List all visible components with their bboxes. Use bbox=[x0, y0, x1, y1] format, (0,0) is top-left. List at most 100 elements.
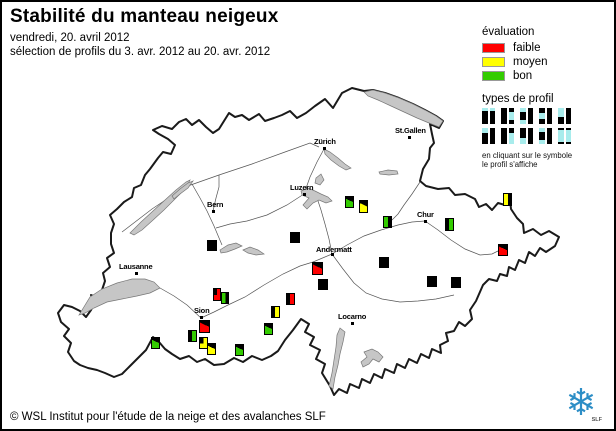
profile-marker-1-none[interactable] bbox=[207, 240, 217, 251]
lake-geneva bbox=[78, 278, 161, 316]
lake-maggiore bbox=[328, 327, 346, 390]
profile-type-2-left-bar bbox=[501, 108, 507, 124]
profile-type-10-left-bar bbox=[558, 128, 564, 144]
canton-borders bbox=[121, 142, 503, 319]
city-dot-chur bbox=[424, 220, 427, 223]
city-dot-bern bbox=[212, 210, 215, 213]
lakes bbox=[78, 89, 444, 390]
city-label-zrich: Zürich bbox=[314, 137, 336, 146]
city-label-bern: Bern bbox=[207, 200, 224, 209]
profile-marker-3-none[interactable] bbox=[318, 279, 328, 290]
slf-logo: ❄ SLF bbox=[558, 381, 604, 427]
national-border bbox=[57, 87, 560, 396]
profile-marker-23-moyen[interactable] bbox=[503, 193, 512, 206]
profile-type-5-right-bar bbox=[565, 108, 571, 124]
profile-type-3-right-bar bbox=[527, 108, 533, 124]
copyright-text: © WSL Institut pour l'étude de la neige … bbox=[10, 411, 326, 423]
evaluation-item-bon: bon bbox=[482, 69, 612, 83]
profile-marker-7-faible[interactable] bbox=[213, 288, 221, 301]
lake-constance bbox=[363, 89, 444, 128]
city-label-andermatt: Andermatt bbox=[316, 245, 352, 254]
profile-type-2-right-bar bbox=[508, 108, 514, 125]
city-label-sion: Sion bbox=[194, 306, 210, 315]
profile-marker-21-bon[interactable] bbox=[383, 216, 392, 228]
profile-types-title: types de profil bbox=[482, 93, 554, 105]
evaluation-label-moyen: moyen bbox=[513, 55, 548, 68]
lake-biel bbox=[171, 180, 194, 200]
profile-type-3-left-bar bbox=[520, 108, 526, 124]
evaluation-swatch-faible bbox=[482, 43, 505, 53]
evaluation-label-faible: faible bbox=[513, 41, 541, 54]
lake-walensee bbox=[378, 169, 399, 176]
profile-marker-2-none[interactable] bbox=[290, 232, 300, 243]
profile-type-7-left-bar bbox=[501, 128, 507, 144]
page-title: Stabilité du manteau neigeux bbox=[10, 6, 279, 27]
legend-note-line1: en cliquant sur le symbole bbox=[482, 151, 573, 160]
city-label-locarno: Locarno bbox=[338, 312, 367, 321]
city-dot-lausanne bbox=[135, 272, 138, 275]
city-label-lausanne: Lausanne bbox=[119, 262, 153, 271]
profile-marker-13-bon[interactable] bbox=[235, 344, 244, 356]
slf-logo-text: SLF bbox=[591, 417, 602, 423]
city-dot-locarno bbox=[351, 322, 354, 325]
profile-marker-18-faible[interactable] bbox=[312, 262, 323, 275]
city-dot-luzern bbox=[303, 193, 306, 196]
profile-type-5-left-bar bbox=[558, 108, 564, 124]
evaluation-swatch-moyen bbox=[482, 57, 505, 67]
profile-marker-20-moyen[interactable] bbox=[359, 200, 368, 213]
profile-marker-19-bon[interactable] bbox=[345, 196, 354, 208]
profile-marker-4-none[interactable] bbox=[379, 257, 389, 268]
lake-brienz bbox=[242, 246, 265, 256]
profile-type-2-icon[interactable] bbox=[501, 108, 514, 125]
profile-type-1-icon[interactable] bbox=[482, 108, 495, 124]
profile-type-8-icon[interactable] bbox=[520, 128, 533, 144]
profile-marker-14-bon[interactable] bbox=[151, 337, 160, 349]
profile-marker-12-moyen[interactable] bbox=[207, 343, 216, 355]
profile-marker-6-none[interactable] bbox=[451, 277, 461, 288]
profile-type-8-left-bar bbox=[520, 128, 526, 144]
profile-type-8-right-bar bbox=[527, 128, 533, 144]
profile-type-6-left-bar bbox=[482, 128, 488, 144]
profile-marker-10-bon[interactable] bbox=[188, 330, 197, 342]
profile-type-1-right-bar bbox=[489, 108, 495, 124]
profile-type-9-icon[interactable] bbox=[539, 128, 552, 145]
profile-type-10-icon[interactable] bbox=[558, 128, 571, 144]
slf-snowflake-icon: ❄ bbox=[565, 382, 597, 423]
city-dot-sion bbox=[200, 316, 203, 319]
city-dot-andermatt bbox=[331, 253, 334, 256]
profile-type-3-icon[interactable] bbox=[520, 108, 533, 124]
profile-marker-24-faible[interactable] bbox=[498, 244, 508, 256]
profile-type-9-right-bar bbox=[546, 128, 552, 144]
profile-type-10-right-bar bbox=[565, 128, 571, 144]
profile-marker-9-faible[interactable] bbox=[199, 320, 210, 333]
profile-marker-22-bon[interactable] bbox=[445, 218, 454, 231]
profile-marker-16-moyen[interactable] bbox=[271, 306, 280, 318]
evaluation-item-faible: faible bbox=[482, 41, 612, 55]
profile-type-4-icon[interactable] bbox=[539, 108, 552, 124]
evaluation-title: évaluation bbox=[482, 26, 535, 38]
profile-marker-8-bon[interactable] bbox=[221, 292, 229, 304]
evaluation-swatch-bon bbox=[482, 71, 505, 81]
profile-marker-15-bon[interactable] bbox=[264, 323, 273, 335]
city-dot-stgallen bbox=[408, 136, 411, 139]
lake-lugano bbox=[360, 348, 384, 368]
profile-type-1-left-bar bbox=[482, 108, 488, 124]
profile-type-6-right-bar bbox=[489, 128, 495, 144]
profile-type-6-icon[interactable] bbox=[482, 128, 495, 144]
evaluation-item-moyen: moyen bbox=[482, 55, 612, 69]
profile-marker-17-faible[interactable] bbox=[286, 293, 295, 305]
profile-type-7-icon[interactable] bbox=[501, 128, 514, 144]
legend-note-line2: le profil s'affiche bbox=[482, 160, 538, 169]
profile-type-9-left-bar bbox=[539, 128, 545, 145]
profile-type-5-icon[interactable] bbox=[558, 108, 571, 124]
lake-zug bbox=[314, 173, 325, 186]
date-line: vendredi, 20. avril 2012 bbox=[10, 32, 130, 44]
city-label-stgallen: St.Gallen bbox=[395, 126, 426, 135]
profile-marker-5-none[interactable] bbox=[427, 276, 437, 287]
profile-type-7-right-bar bbox=[508, 128, 514, 144]
evaluation-items: faible moyen bon bbox=[482, 41, 612, 83]
profile-type-4-right-bar bbox=[546, 108, 552, 124]
legend-note: en cliquant sur le symbole le profil s'a… bbox=[482, 151, 612, 169]
evaluation-label-bon: bon bbox=[513, 69, 533, 82]
